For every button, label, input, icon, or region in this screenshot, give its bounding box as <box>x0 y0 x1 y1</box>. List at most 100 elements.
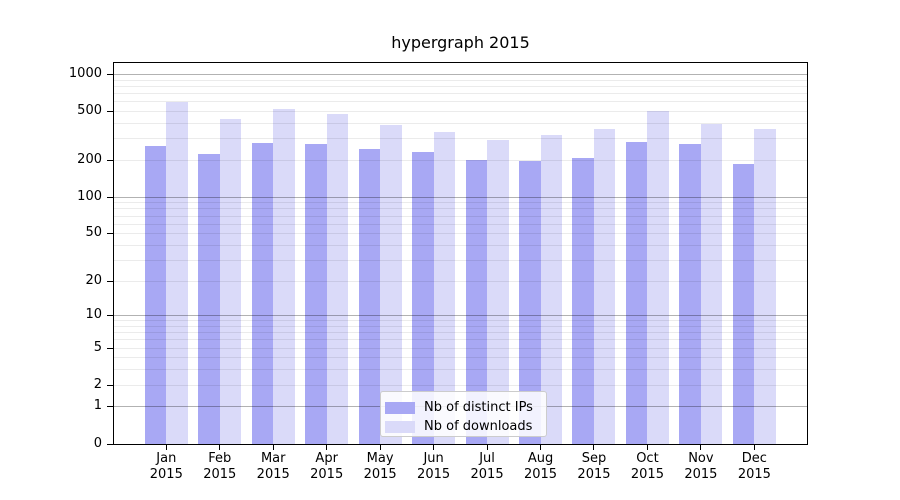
legend-swatch-distinct-ips <box>385 401 415 414</box>
legend-item-downloads: Nb of downloads <box>384 417 546 436</box>
gridline-minor-8 <box>114 325 807 327</box>
bar-downloads-sep <box>593 128 616 444</box>
bar-downloads-may <box>380 124 402 444</box>
x-tick-label-aug: Aug 2015 <box>523 451 558 482</box>
gridline-minor-4 <box>114 357 807 359</box>
bar-downloads-feb <box>219 118 242 444</box>
gridline-minor-6 <box>114 339 807 341</box>
y-tick-mark-100 <box>107 196 113 198</box>
y-tick-mark-1 <box>107 406 113 408</box>
bar-downloads-jan <box>166 101 188 444</box>
y-tick-mark-50 <box>107 233 113 235</box>
bar-downloads-mar <box>273 108 295 444</box>
bar-distinct-ips-feb <box>198 154 220 444</box>
y-tick-label-500: 500 <box>77 103 102 119</box>
bar-downloads-dec <box>754 128 776 444</box>
x-tick-label-nov: Nov 2015 <box>684 451 718 482</box>
gridline-minor-900 <box>114 79 807 81</box>
x-tick-mark-may <box>379 445 381 450</box>
x-tick-mark-mar <box>272 445 274 450</box>
x-tick-mark-jan <box>165 445 167 450</box>
x-tick-mark-feb <box>219 445 221 450</box>
bar-distinct-ips-nov <box>679 144 701 444</box>
x-tick-label-may: May 2015 <box>363 451 397 482</box>
gridline-minor-2 <box>114 384 807 386</box>
gridline-minor-600 <box>114 101 807 103</box>
y-tick-mark-2 <box>107 384 113 386</box>
x-tick-mark-jul <box>486 445 488 450</box>
x-tick-mark-aug <box>540 445 542 450</box>
plot-area <box>113 62 808 445</box>
gridline-minor-70 <box>114 215 807 217</box>
gridline-minor-30 <box>114 259 807 261</box>
y-tick-mark-1000 <box>107 74 113 75</box>
bar-downloads-jul <box>487 139 509 444</box>
legend-swatch-downloads <box>385 420 415 433</box>
y-tick-mark-0 <box>107 443 113 445</box>
gridline-major-100 <box>114 196 807 198</box>
bar-downloads-nov <box>700 124 723 444</box>
legend-item-distinct-ips: Nb of distinct IPs <box>384 398 546 417</box>
legend-label-downloads: Nb of downloads <box>424 419 533 434</box>
x-tick-label-jun: Jun 2015 <box>417 451 451 482</box>
gridline-minor-20 <box>114 280 807 282</box>
bar-distinct-ips-mar <box>251 143 274 444</box>
x-tick-label-feb: Feb 2015 <box>203 451 237 482</box>
y-tick-mark-5 <box>107 347 113 349</box>
x-tick-mark-oct <box>646 445 648 450</box>
gridline-minor-300 <box>114 138 807 140</box>
gridline-minor-50 <box>114 233 807 235</box>
x-tick-label-apr: Apr 2015 <box>310 451 344 482</box>
gridline-minor-7 <box>114 332 807 334</box>
gridline-minor-800 <box>114 85 807 87</box>
x-tick-label-jul: Jul 2015 <box>470 451 504 482</box>
y-tick-label-5: 5 <box>93 339 102 355</box>
bar-distinct-ips-apr <box>305 144 327 444</box>
y-tick-label-50: 50 <box>85 225 102 241</box>
x-tick-label-mar: Mar 2015 <box>256 451 290 482</box>
gridline-minor-700 <box>114 93 807 95</box>
x-tick-mark-dec <box>753 445 755 450</box>
gridline-minor-90 <box>114 202 807 204</box>
bar-downloads-jun <box>433 132 456 444</box>
y-tick-mark-10 <box>107 315 113 317</box>
y-tick-label-200: 200 <box>77 151 102 167</box>
gridline-major-1000 <box>114 74 807 75</box>
y-tick-label-0: 0 <box>93 435 102 451</box>
y-tick-label-100: 100 <box>77 188 102 204</box>
bar-distinct-ips-may <box>358 148 381 444</box>
bar-downloads-aug <box>540 134 563 444</box>
gridline-minor-40 <box>114 244 807 246</box>
gridline-minor-5 <box>114 347 807 349</box>
bar-distinct-ips-sep <box>572 157 594 444</box>
y-tick-label-1: 1 <box>93 398 102 414</box>
bar-distinct-ips-jan <box>144 146 167 444</box>
y-tick-label-20: 20 <box>85 272 102 288</box>
y-tick-mark-200 <box>107 159 113 161</box>
gridline-minor-80 <box>114 208 807 210</box>
legend-label-distinct-ips: Nb of distinct IPs <box>424 400 533 415</box>
bar-distinct-ips-jul <box>465 160 488 444</box>
gridline-minor-500 <box>114 111 807 113</box>
bar-distinct-ips-jun <box>412 152 434 444</box>
gridline-minor-400 <box>114 122 807 124</box>
y-tick-label-2: 2 <box>93 376 102 392</box>
legend: Nb of distinct IPs Nb of downloads <box>380 391 547 437</box>
gridline-minor-9 <box>114 320 807 322</box>
x-tick-mark-jun <box>433 445 435 450</box>
x-tick-mark-apr <box>326 445 328 450</box>
bar-distinct-ips-oct <box>625 142 648 444</box>
bar-downloads-oct <box>647 110 669 444</box>
bar-downloads-apr <box>326 113 349 444</box>
x-tick-label-jan: Jan 2015 <box>149 451 183 482</box>
y-tick-mark-20 <box>107 280 113 282</box>
chart-title: hypergraph 2015 <box>391 33 530 52</box>
gridline-minor-60 <box>114 223 807 225</box>
bar-distinct-ips-dec <box>732 164 755 444</box>
x-tick-label-dec: Dec 2015 <box>737 451 771 482</box>
y-tick-label-1000: 1000 <box>68 66 102 81</box>
x-tick-label-sep: Sep 2015 <box>577 451 611 482</box>
x-tick-label-oct: Oct 2015 <box>630 451 664 482</box>
gridline-minor-200 <box>114 159 807 161</box>
